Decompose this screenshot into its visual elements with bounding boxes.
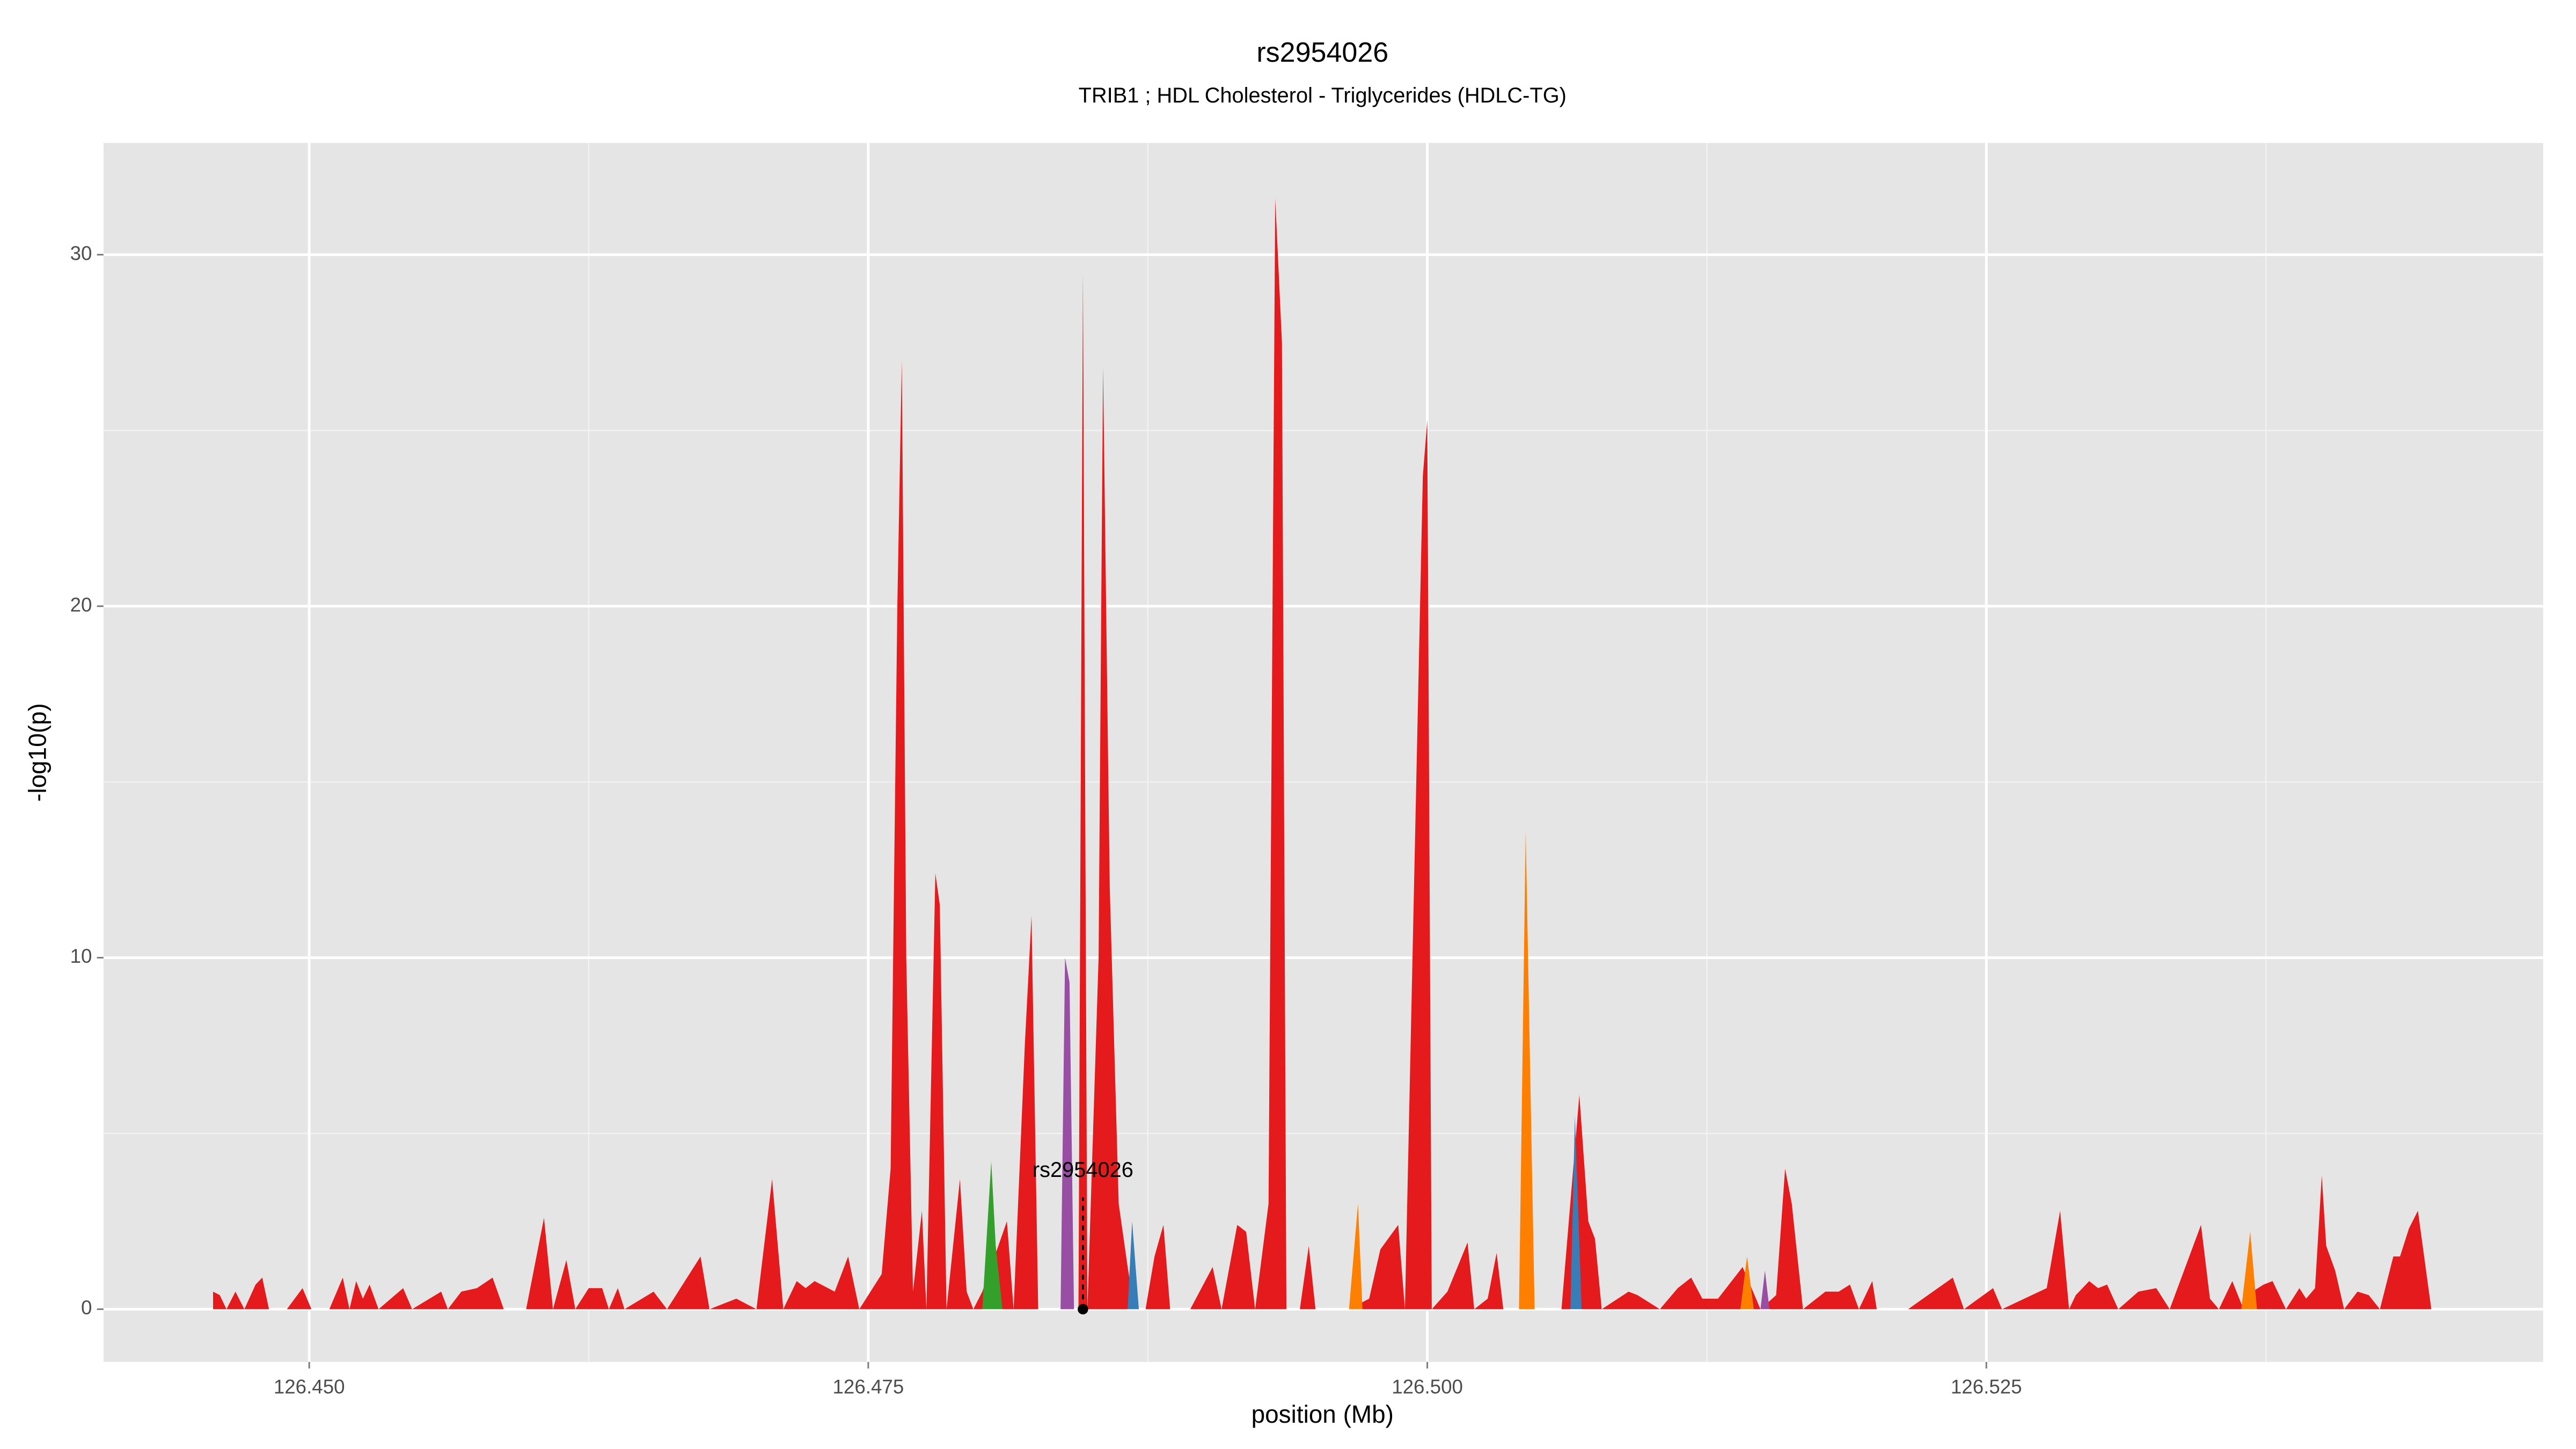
x-axis-title: position (Mb) — [1252, 1400, 1394, 1428]
x-tick-label: 126.450 — [274, 1375, 345, 1397]
plot-background — [103, 143, 2543, 1362]
chart-title: rs2954026 — [1256, 37, 1388, 68]
highlight-label: rs2954026 — [1033, 1158, 1133, 1182]
y-tick-label: 30 — [70, 242, 92, 264]
chart-subtitle: TRIB1 ; HDL Cholesterol - Triglycerides … — [1079, 84, 1567, 107]
area — [982, 1161, 1002, 1309]
x-tick-label: 126.500 — [1392, 1375, 1463, 1397]
y-tick-label: 20 — [70, 594, 92, 616]
x-tick-label: 126.475 — [833, 1375, 904, 1397]
x-tick-label: 126.525 — [1951, 1375, 2022, 1397]
y-axis-title: -log10(p) — [24, 703, 52, 802]
y-tick-label: 0 — [81, 1297, 92, 1319]
highlight-point — [1078, 1304, 1088, 1315]
y-tick-label: 10 — [70, 945, 92, 967]
